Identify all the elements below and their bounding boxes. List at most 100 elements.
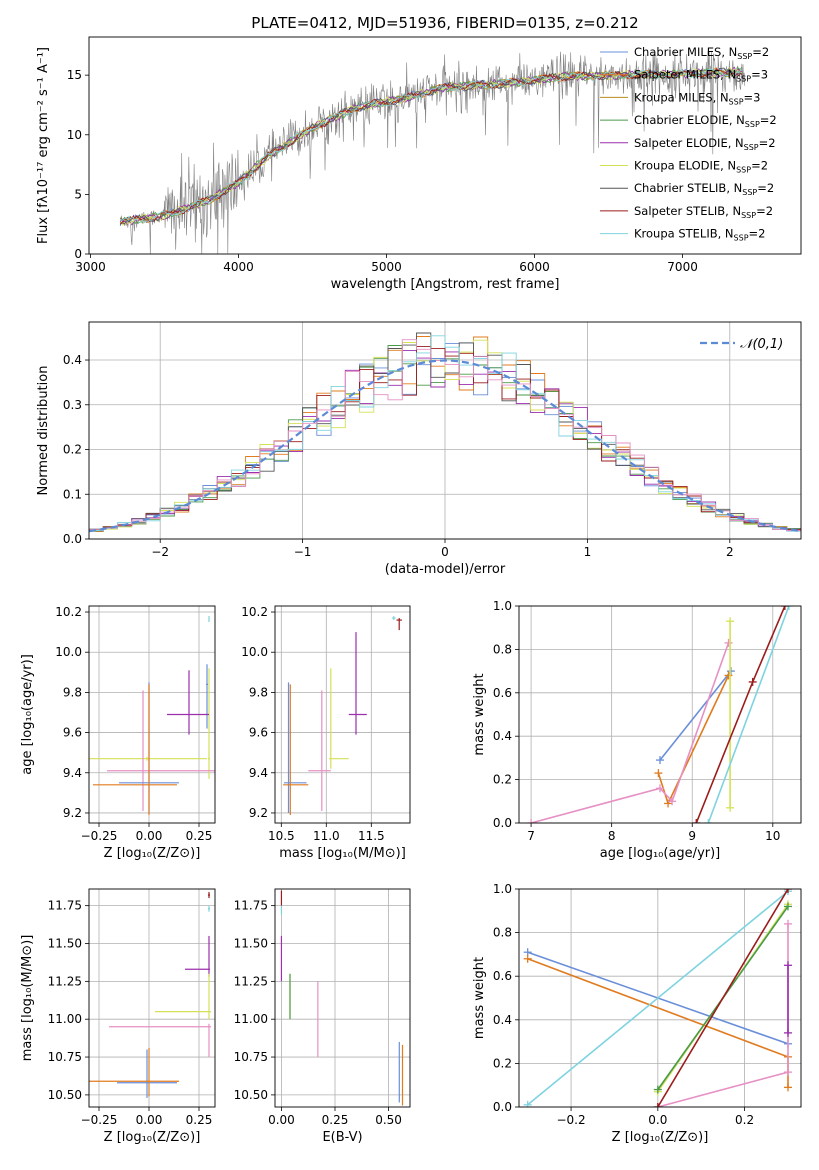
- y-tick-label: 0.8: [493, 642, 512, 656]
- errorbar-point-3: [329, 668, 349, 769]
- weight-marker: [783, 902, 792, 911]
- y-tick-label: 11.50: [48, 937, 82, 951]
- y-axis-label: mass weight: [472, 673, 487, 755]
- x-axis-label: (data-model)/error: [385, 562, 506, 577]
- x-axis-label: Z [log₁₀(Z/Z⊙)]: [104, 846, 201, 861]
- plot-area: [523, 889, 792, 1107]
- panel-massweight_vs_Z: −0.2 0.0 0.2 0.0 0.2 0.4 0.6 0.8 1.0 Z [log₁₀(Z/Z…: [472, 882, 802, 1145]
- axes-frame: [274, 888, 411, 1108]
- normal-reference-curve: [89, 359, 801, 533]
- y-tick-label: 11.75: [48, 899, 82, 913]
- x-tick-label: 10.5: [268, 829, 295, 843]
- legend-sub: SSP: [737, 52, 752, 61]
- errorbar-point-4: [89, 756, 207, 761]
- x-tick-label: 11.0: [313, 829, 340, 843]
- y-tick-label: 0.2: [493, 773, 512, 787]
- weight-marker: [523, 954, 532, 963]
- legend-name: Kroupa STELIB, N: [634, 227, 734, 241]
- plot-area: [89, 892, 211, 1098]
- y-tick-label: 11.25: [48, 974, 82, 988]
- y-tick-label: 11.50: [234, 937, 268, 951]
- errorbar-point-5: [107, 690, 215, 811]
- weight-marker: [780, 606, 789, 610]
- legend-sub: SSP: [729, 97, 744, 106]
- weight-marker: [784, 606, 793, 610]
- legend-entry: 𝒩(0,1): [740, 337, 783, 352]
- legend-tail: =2: [752, 45, 769, 59]
- x-axis-label: E(B-V): [322, 1130, 362, 1145]
- errorbar-point-4: [308, 690, 331, 811]
- errorbar-point-4: [109, 1023, 211, 1058]
- y-tick-label: 0.6: [493, 686, 512, 700]
- y-tick-label: 0.0: [493, 816, 512, 830]
- x-tick-label: 10: [765, 829, 780, 843]
- y-tick-label: 11.00: [234, 1012, 268, 1026]
- y-tick-label: 5: [74, 187, 82, 201]
- weight-marker: [527, 819, 536, 823]
- y-axis-label: age [log₁₀(age/yr)]: [20, 654, 35, 775]
- x-tick-label: 0: [441, 545, 449, 559]
- x-tick-label: 4000: [223, 260, 254, 274]
- x-tick-label: 7: [527, 829, 535, 843]
- weight-marker: [726, 803, 735, 812]
- legend-entry: Kroupa MILES, NSSP=3: [634, 90, 760, 106]
- plot-area: [119, 50, 746, 254]
- figure-title: PLATE=0412, MJD=51936, FIBERID=0135, z=0…: [251, 14, 638, 32]
- plot-area: [283, 616, 402, 815]
- y-axis-label: Flux [fλ10⁻¹⁷ erg cm⁻² s⁻¹ A⁻¹]: [36, 47, 51, 244]
- x-tick-label: 3000: [75, 260, 106, 274]
- histogram-4: [89, 339, 801, 532]
- legend-sub: SSP: [744, 143, 759, 152]
- legend-tail: =2: [751, 159, 768, 173]
- weight-marker: [783, 1083, 792, 1092]
- errorbar-point-1: [396, 618, 402, 631]
- errorbar-point-0: [392, 616, 396, 621]
- weight-marker: [654, 769, 663, 778]
- weight-line-0: [659, 670, 732, 761]
- y-tick-label: 1.0: [493, 599, 512, 613]
- x-tick-label: 6000: [519, 260, 550, 274]
- y-tick-label: 9.8: [63, 685, 82, 699]
- panel-age_vs_Z: −0.25 0.00 0.25 9.2 9.4 9.6 9.8 10.0 10.2 Z [log₁…: [20, 605, 216, 861]
- legend-tail: =3: [751, 68, 768, 82]
- y-tick-label: 11.75: [234, 899, 268, 913]
- x-tick-label: 0.2: [735, 1113, 754, 1127]
- y-tick-label: 10.50: [48, 1088, 82, 1102]
- model-spectrum-7: [119, 68, 742, 225]
- x-axis-label: Z [log₁₀(Z/Z⊙)]: [612, 1130, 709, 1145]
- y-tick-label: 0.0: [63, 532, 82, 546]
- errorbar-point-7: [93, 684, 177, 815]
- y-axis-label: mass [log₁₀(M/M⊙)]: [20, 935, 35, 1062]
- weight-line-2: [527, 890, 789, 1106]
- errorbar-point-6: [89, 1047, 179, 1097]
- y-tick-label: 10.0: [241, 645, 268, 659]
- y-tick-label: 10.75: [234, 1050, 268, 1064]
- legend-name: Chabrier STELIB, N: [634, 181, 742, 195]
- x-tick-label: 5000: [371, 260, 402, 274]
- y-tick-label: 10.50: [234, 1088, 268, 1102]
- y-tick-label: 9.2: [249, 806, 268, 820]
- legend-sub: SSP: [736, 166, 751, 175]
- legend-name: Salpeter MILES, N: [634, 68, 736, 82]
- y-tick-label: 0.4: [63, 353, 82, 367]
- y-tick-label: 1.0: [493, 882, 512, 896]
- weight-marker: [724, 671, 733, 680]
- histogram-8: [89, 339, 801, 532]
- y-tick-label: 0.2: [493, 1056, 512, 1070]
- x-tick-label: 0.25: [186, 829, 213, 843]
- x-axis-label: Z [log₁₀(Z/Z⊙)]: [104, 1130, 201, 1145]
- legend-tail: =2: [757, 181, 774, 195]
- x-tick-label: 0.50: [375, 1113, 402, 1127]
- x-tick-label: −0.2: [556, 1113, 585, 1127]
- errorbar-point-2: [208, 668, 210, 779]
- legend-tail: =2: [749, 227, 766, 241]
- errorbar-point-0: [208, 892, 210, 899]
- panel-spectrum: 3000 4000 5000 6000 7000 0 5 10 15 wavelength [An…: [36, 36, 802, 292]
- y-axis-label: mass weight: [472, 957, 487, 1039]
- weight-marker: [653, 1085, 662, 1094]
- x-axis-label: age [log₁₀(age/yr)]: [600, 846, 721, 861]
- errorbar-point-1: [206, 664, 208, 729]
- y-tick-label: 15: [67, 68, 82, 82]
- x-tick-label: −2: [151, 545, 169, 559]
- y-tick-label: 0.8: [493, 926, 512, 940]
